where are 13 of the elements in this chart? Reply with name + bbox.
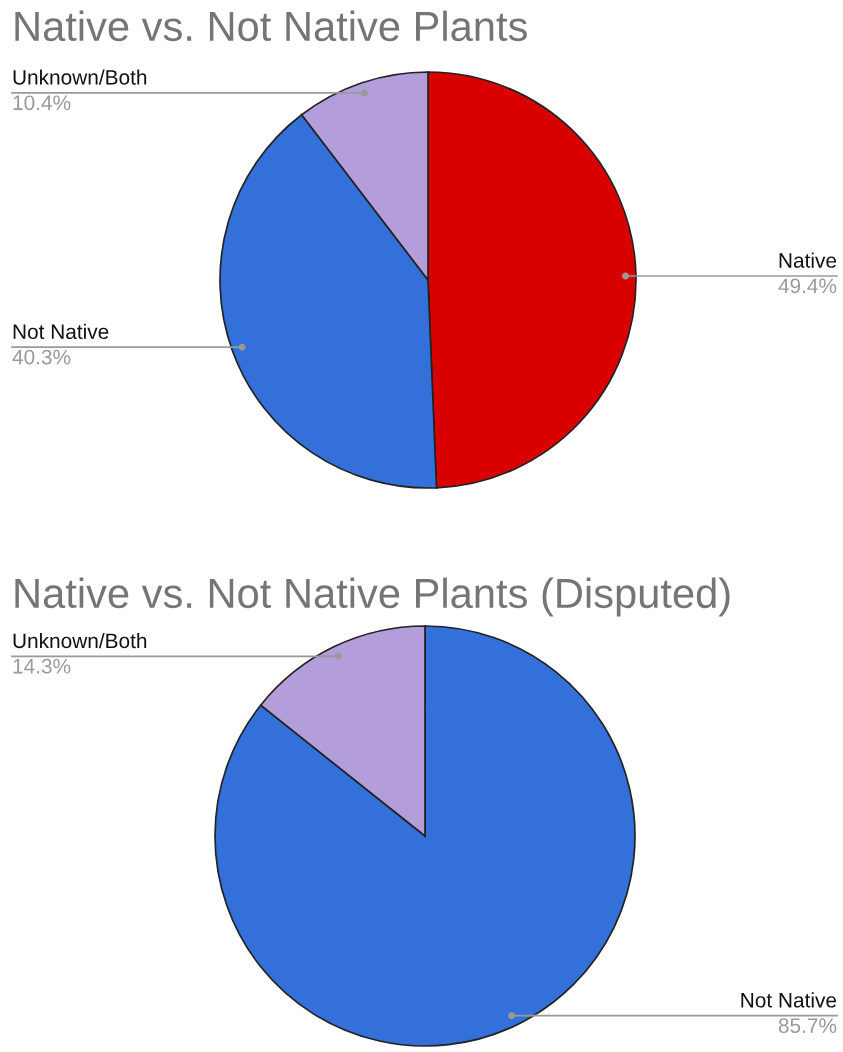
data-label: 14.3% bbox=[13, 658, 71, 674]
data-label: 85.7% bbox=[778, 1018, 837, 1034]
data-label: 49.4% bbox=[778, 278, 837, 294]
data-label: 10.4% bbox=[13, 95, 71, 111]
slice-label: Unknown/Both bbox=[13, 632, 147, 649]
slice-label: Unknown/Both bbox=[13, 69, 147, 85]
slice-label: Native bbox=[779, 252, 837, 268]
slice-label: Not Native bbox=[741, 992, 837, 1008]
slice-label: Not Native bbox=[13, 323, 109, 340]
chart-title: Native vs. Not Native Plants bbox=[15, 10, 527, 42]
chart-title: Native vs. Not Native Plants (Disputed) bbox=[15, 577, 730, 617]
pie-slice bbox=[214, 625, 636, 1047]
data-label: 40.3% bbox=[12, 349, 71, 365]
